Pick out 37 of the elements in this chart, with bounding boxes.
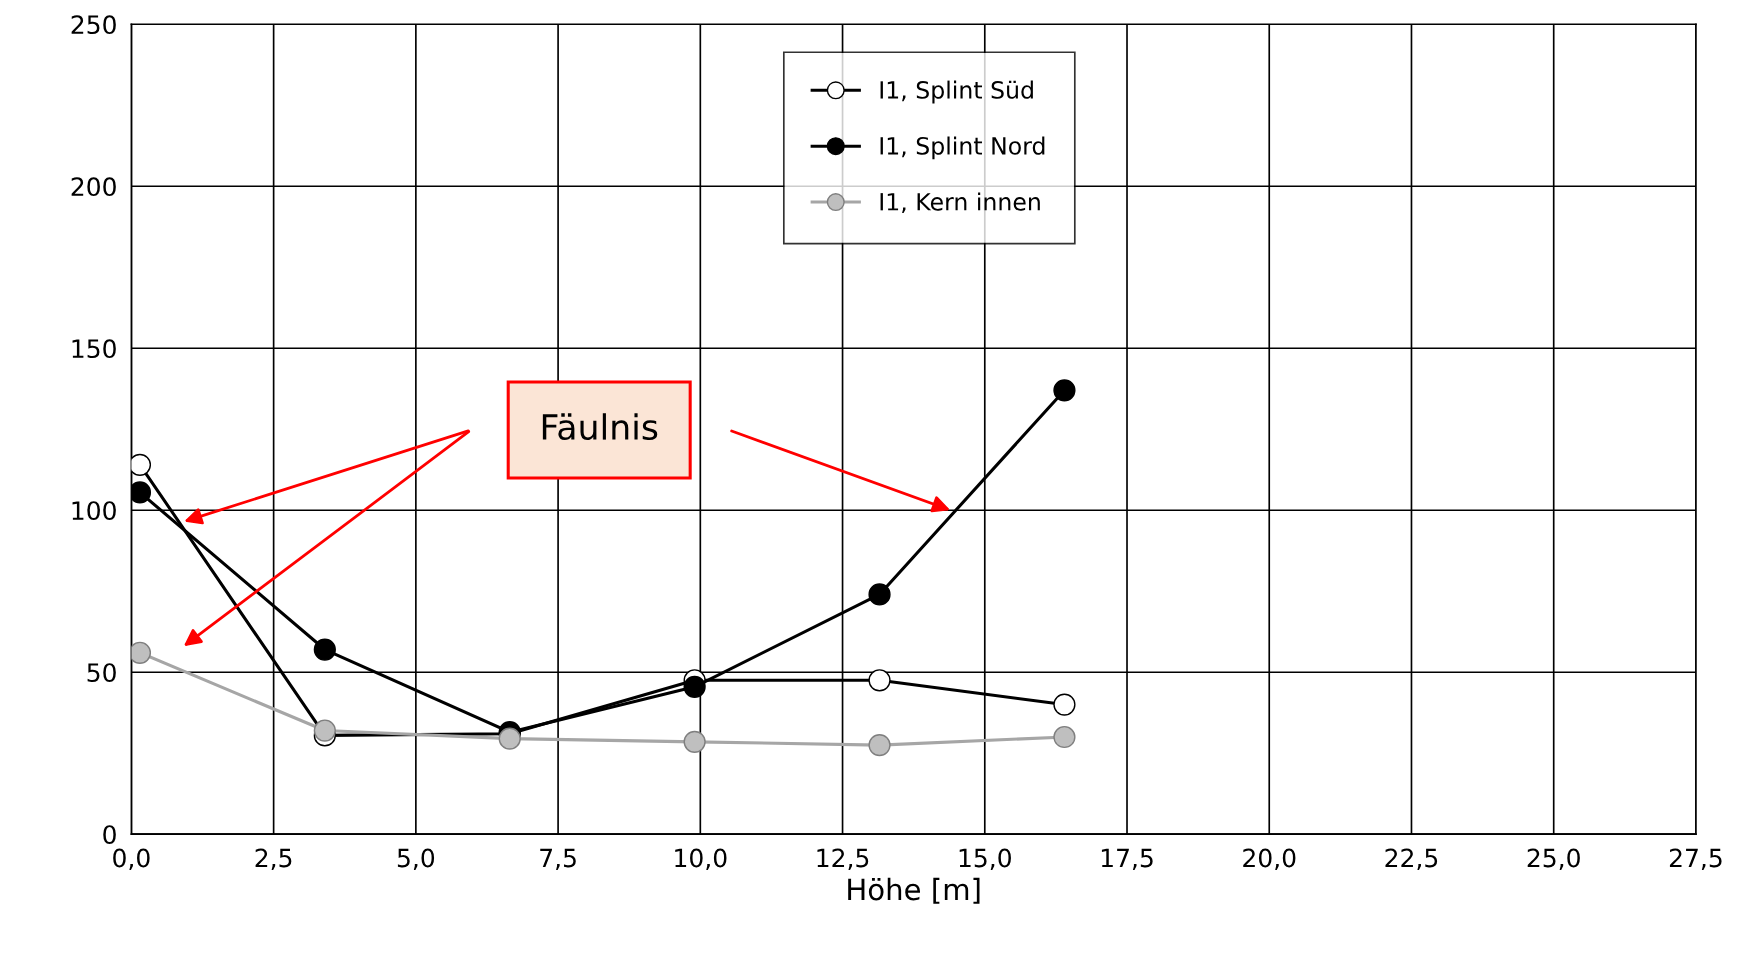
annotation: Fäulnis (542, 413, 658, 441)
x-axis-title: Höhe [m] (848, 877, 980, 904)
point (1053, 725, 1076, 749)
point (683, 675, 706, 698)
point (1053, 379, 1076, 402)
point (313, 638, 336, 661)
x-tick-label: 27,5 (1669, 848, 1722, 870)
x-tick-label: 10,0 (675, 848, 727, 870)
y-tick-label: 100 (72, 501, 116, 521)
x-tick-label: 25,0 (1527, 848, 1580, 870)
x-tick-label: 5,0 (397, 848, 435, 870)
point (868, 583, 891, 606)
point (868, 669, 891, 692)
point (498, 727, 521, 750)
point (683, 730, 706, 753)
y-tick-label: 250 (71, 15, 116, 35)
legend-label: I1, Splint Nord (880, 136, 1045, 160)
x-tick-label: 20,0 (1243, 848, 1296, 870)
point (868, 733, 891, 757)
x-tick-label: 2,5 (255, 848, 292, 870)
point (131, 641, 152, 664)
legend-label: I1, Kern innen (880, 192, 1040, 214)
y-tick-label: 50 (87, 663, 116, 683)
point (131, 481, 152, 504)
point (1053, 693, 1076, 716)
point (313, 719, 336, 742)
legend-label: I1, Splint Süd (880, 80, 1033, 104)
x-tick-label: 17,5 (1101, 848, 1153, 870)
y-tick-label: 150 (72, 339, 116, 359)
y-tick-label: 200 (71, 177, 116, 197)
x-tick-label: 22,5 (1385, 848, 1438, 870)
point (131, 453, 152, 476)
x-tick-label: 12,5 (817, 848, 869, 870)
x-tick-label: 7,5 (540, 848, 576, 870)
x-tick-label: 15,0 (959, 848, 1011, 870)
y-tick-label: 0 (103, 825, 116, 845)
x-tick-label: 0,0 (113, 848, 150, 870)
